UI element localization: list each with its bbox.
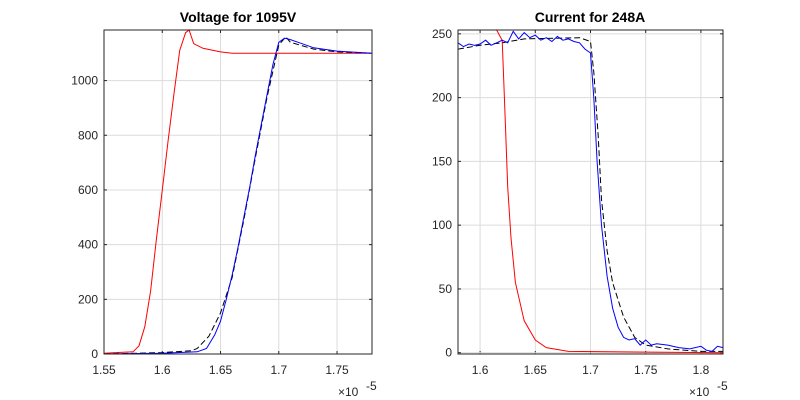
- y-tick-label: 150: [432, 154, 452, 168]
- y-tick-label: 800: [78, 128, 98, 142]
- voltage-series-black-dashed: [103, 36, 373, 355]
- y-tick-label: 600: [78, 183, 98, 197]
- x-tick-label: 1.7: [270, 363, 287, 377]
- y-tick-label: 0: [91, 347, 98, 361]
- current-chart-title: Current for 248A: [535, 9, 645, 25]
- x-exponent: -5: [366, 379, 377, 393]
- y-tick-label: 100: [432, 218, 452, 232]
- x-tick-label: 1.55: [92, 363, 116, 377]
- voltage-series-red: [103, 29, 372, 354]
- current-series-black-dashed: [457, 37, 723, 352]
- y-tick-label: 0: [445, 346, 452, 360]
- voltage-series-blue: [103, 37, 373, 355]
- x-exponent-label: ×10: [689, 385, 710, 399]
- x-tick-label: 1.65: [524, 363, 548, 377]
- y-tick-label: 250: [432, 27, 452, 41]
- y-tick-label: 200: [432, 91, 452, 105]
- y-tick-label: 1000: [71, 74, 98, 88]
- x-tick-label: 1.65: [209, 363, 233, 377]
- x-tick-label: 1.6: [154, 363, 171, 377]
- voltage-chart-title: Voltage for 1095V: [180, 9, 297, 25]
- voltage-axes-box: [103, 29, 373, 355]
- y-tick-label: 400: [78, 238, 98, 252]
- current-series-red: [458, 29, 724, 354]
- x-tick-label: 1.75: [325, 363, 349, 377]
- y-tick-label: 200: [78, 292, 98, 306]
- x-exponent-label: ×10: [338, 385, 359, 399]
- x-tick-label: 1.75: [634, 363, 658, 377]
- x-tick-label: 1.8: [693, 363, 710, 377]
- current-series-blue: [457, 30, 724, 352]
- current-axes: Current for 248A 1.6 1.65 1.7 1.75 1.8 0 50 100…: [432, 9, 728, 399]
- x-tick-label: 1.6: [472, 363, 489, 377]
- x-exponent: -5: [717, 379, 728, 393]
- y-tick-label: 50: [439, 282, 453, 296]
- current-axes-box: [457, 29, 724, 355]
- voltage-axes: Voltage for 1095V 1.55 1.6 1.65 1.7 1.75 0 200…: [71, 9, 377, 399]
- x-tick-label: 1.7: [582, 363, 599, 377]
